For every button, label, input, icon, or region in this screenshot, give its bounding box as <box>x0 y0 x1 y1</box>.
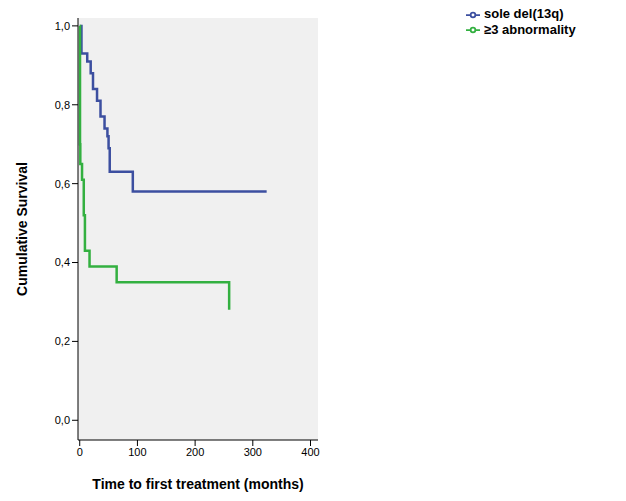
html-text:sole del(13q): sole del(13q) <box>484 6 564 21</box>
svg-text:300: 300 <box>244 446 262 458</box>
svg-text:1,0: 1,0 <box>55 20 70 32</box>
svg-text:400: 400 <box>301 446 319 458</box>
svg-text:0,2: 0,2 <box>55 335 70 347</box>
svg-text:200: 200 <box>186 446 204 458</box>
svg-text:0,6: 0,6 <box>55 178 70 190</box>
svg-text:0,8: 0,8 <box>55 99 70 111</box>
html-text:≥3 abnormality: ≥3 abnormality <box>484 21 576 37</box>
svg-text:100: 100 <box>128 446 146 458</box>
svg-text:0: 0 <box>77 446 83 458</box>
svg-text:Time to first treatment (month: Time to first treatment (months) <box>92 476 303 492</box>
svg-text:0,0: 0,0 <box>55 414 70 426</box>
svg-text:0,4: 0,4 <box>55 256 70 268</box>
svg-text:Cumulative Survival: Cumulative Survival <box>14 162 30 296</box>
